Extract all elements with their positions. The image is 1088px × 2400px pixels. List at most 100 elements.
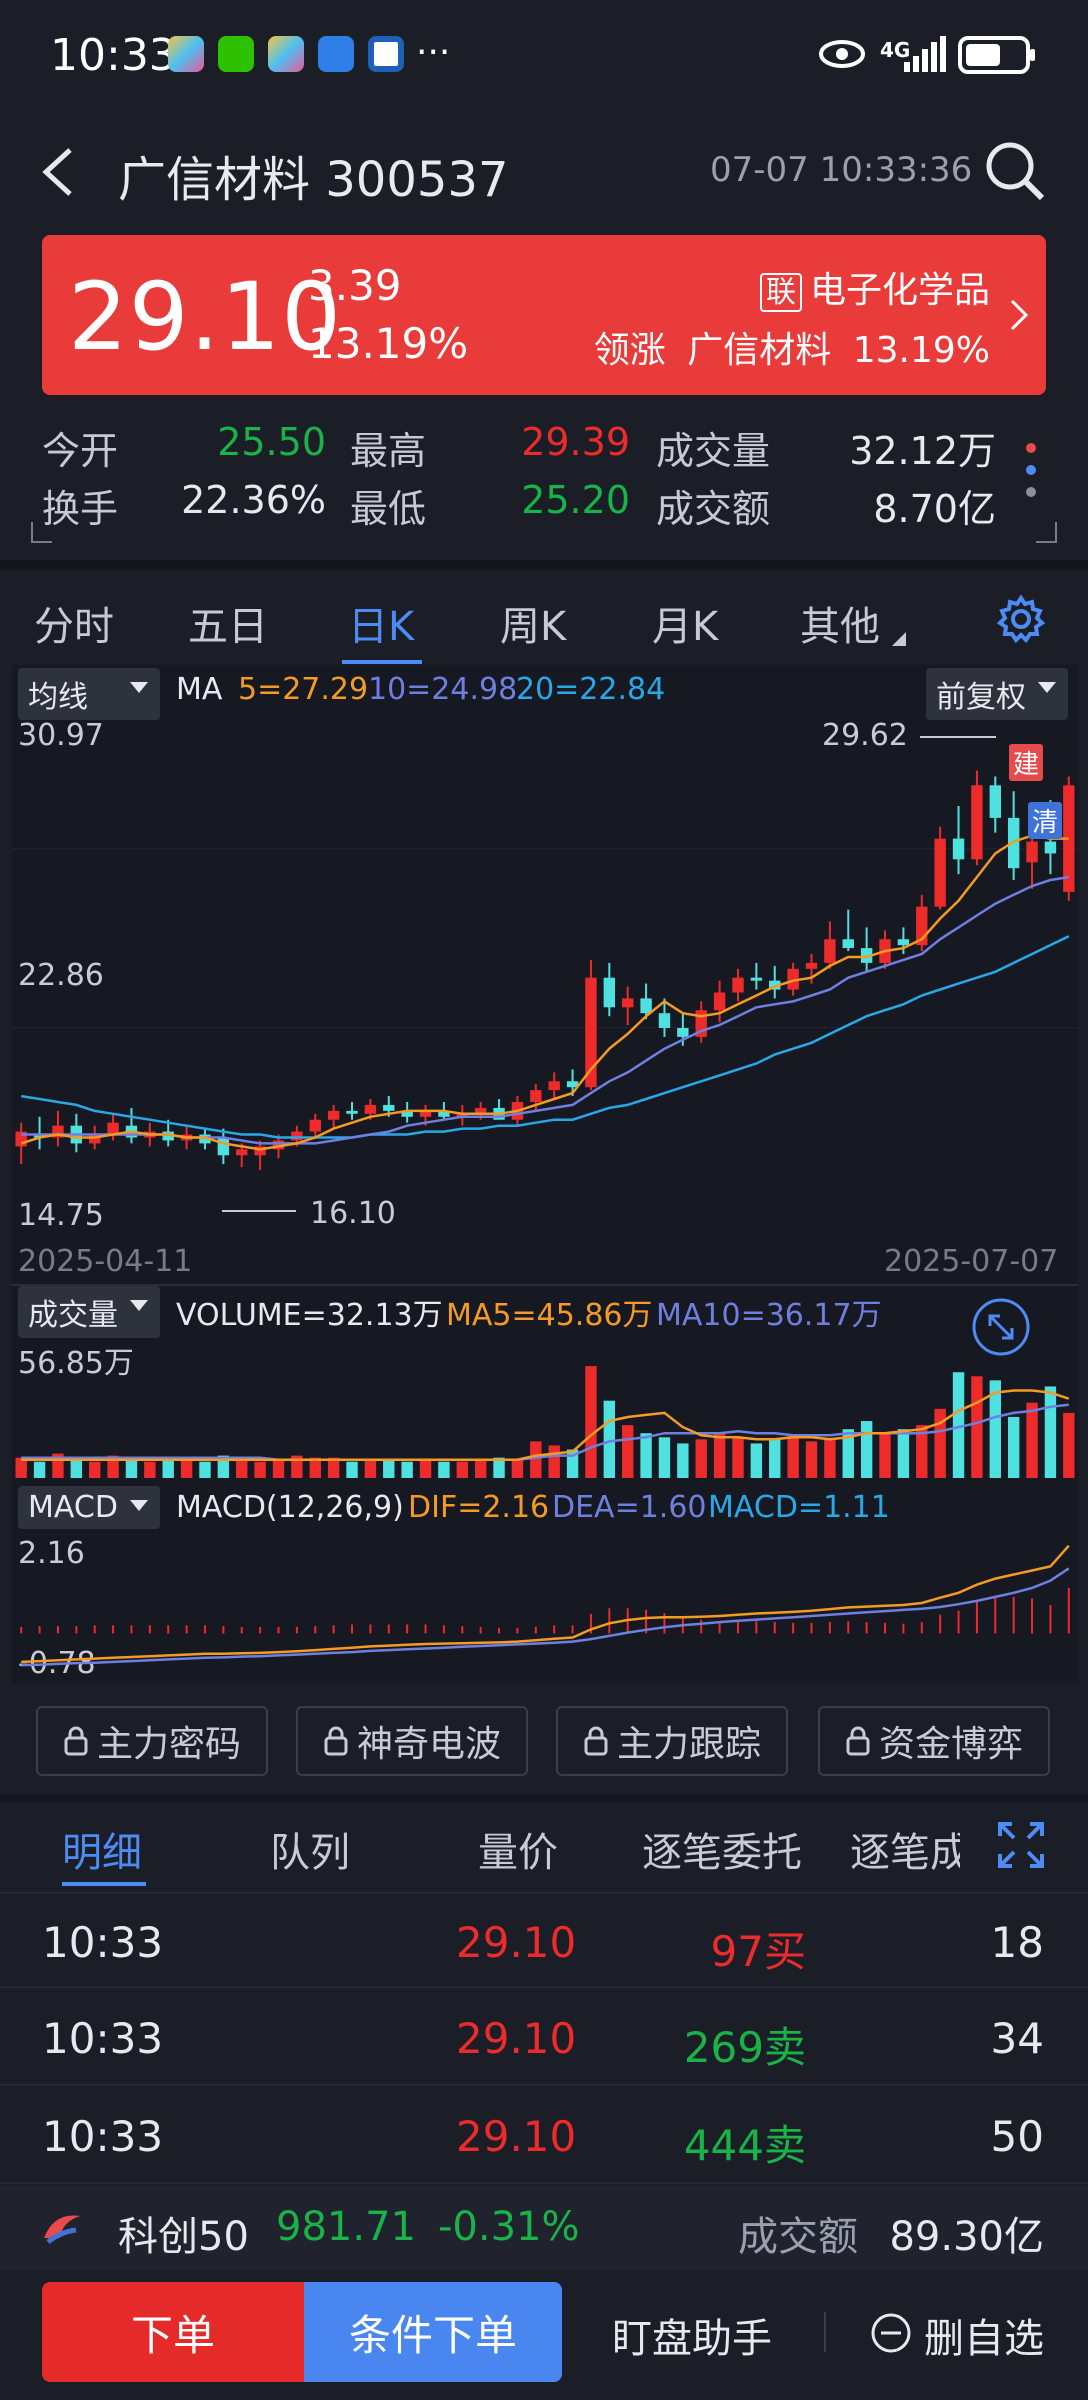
build-position-tag[interactable]: 建: [1009, 744, 1044, 781]
adjust-selector[interactable]: 前复权: [926, 668, 1068, 720]
index-value: 981.71: [276, 2204, 416, 2250]
stat-label-high: 最高: [350, 429, 427, 473]
tab-five-day[interactable]: 五日: [188, 604, 268, 650]
candle-body: [658, 1013, 671, 1029]
candle-body: [474, 1107, 487, 1114]
candle-body: [548, 1081, 560, 1091]
chart-area[interactable]: [12, 665, 1078, 1683]
index-ticker-bar[interactable]: 科创50 981.71 -0.31% 成交额 89.30亿: [0, 2186, 1088, 2270]
candle-body: [952, 838, 965, 860]
tab-volume-price[interactable]: 量价: [478, 1830, 558, 1876]
feature-main-force-code[interactable]: 主力密码: [36, 1706, 268, 1776]
index-amount-label: 成交额: [738, 2214, 858, 2260]
dif-line: [21, 1544, 1070, 1664]
trade-count: 50: [990, 2112, 1044, 2161]
candle-body: [805, 962, 818, 969]
quote-datetime: 07-07 10:33:36: [710, 150, 973, 190]
candle-body: [272, 1140, 285, 1150]
ma10-line: [21, 875, 1069, 1145]
tab-weekly-k[interactable]: 周K: [500, 604, 567, 650]
candle-body: [236, 1149, 248, 1156]
kline-min-leader: [222, 1210, 296, 1212]
volume-bar: [346, 1461, 358, 1478]
volume-bar: [327, 1457, 340, 1478]
collapse-corner-icon[interactable]: [1034, 520, 1058, 544]
tab-trade-by-trade[interactable]: 逐笔成: [850, 1830, 960, 1876]
trade-price: 29.10: [456, 1918, 577, 1967]
stat-label-open: 今开: [42, 429, 119, 473]
zoom-circle-icon[interactable]: [970, 1296, 1032, 1358]
clear-position-tag[interactable]: 清: [1028, 802, 1063, 839]
kline-chart[interactable]: [12, 705, 1078, 1235]
back-arrow-icon[interactable]: [38, 146, 78, 198]
price-banner[interactable]: 29.10 3.39 13.19% 联电子化学品 领涨 广信材料 13.19%: [42, 235, 1046, 395]
macd-selector[interactable]: MACD: [18, 1486, 160, 1529]
volume-bar: [89, 1461, 101, 1478]
stat-value-amount: 8.70亿: [873, 487, 996, 531]
order-button[interactable]: 下单: [42, 2282, 304, 2382]
candle-body: [309, 1119, 321, 1132]
tab-monthly-k[interactable]: 月K: [652, 604, 719, 650]
expand-corner-icon[interactable]: [30, 520, 54, 544]
stat-value-volume: 32.12万: [849, 429, 996, 473]
volume-ma10-line: [21, 1403, 1069, 1461]
feature-capital-game[interactable]: 资金博弈: [818, 1706, 1050, 1776]
volume-bar: [824, 1439, 836, 1478]
macd-hist: MACD=1.11: [708, 1490, 890, 1525]
conditional-order-button[interactable]: 条件下单: [304, 2282, 562, 2382]
volume-bar: [309, 1457, 321, 1478]
tab-detail[interactable]: 明细: [62, 1830, 142, 1876]
ma5-line: [20, 834, 1069, 1151]
volume-y-high: 56.85万: [18, 1346, 134, 1381]
volume-chart[interactable]: [12, 1330, 1078, 1480]
volume-bar: [15, 1457, 27, 1478]
volume-selector[interactable]: 成交量: [18, 1286, 160, 1338]
tab-other[interactable]: 其他: [800, 604, 880, 650]
stat-value-high: 29.39: [521, 420, 630, 464]
candle-body: [217, 1137, 230, 1156]
candle-body: [162, 1131, 174, 1141]
watch-assistant-button[interactable]: 盯盘助手: [612, 2316, 772, 2362]
tab-intraday[interactable]: 分时: [34, 604, 114, 650]
candle-body: [916, 906, 928, 946]
feature-label: 主力密码: [96, 1724, 241, 1765]
trade-price: 29.10: [456, 2112, 577, 2161]
volume-bar: [750, 1443, 763, 1478]
tab-order-by-order[interactable]: 逐笔委托: [642, 1830, 802, 1876]
volume-bar: [162, 1459, 174, 1478]
remove-watchlist-button[interactable]: 删自选: [924, 2316, 1044, 2362]
stat-label-low: 最低: [350, 487, 427, 531]
volume-bar: [272, 1459, 285, 1478]
candle-body: [695, 1010, 707, 1037]
tab-daily-k[interactable]: 日K: [348, 604, 415, 650]
volume-bar: [677, 1443, 689, 1478]
trade-time: 10:33: [42, 2014, 164, 2063]
candle-body: [33, 1134, 46, 1138]
search-icon[interactable]: [984, 140, 1046, 202]
kline-y-mid: 22.86: [18, 958, 104, 993]
feature-magic-wave[interactable]: 神奇电波: [296, 1706, 528, 1776]
ma-selector[interactable]: 均线: [18, 668, 160, 720]
settings-gear-icon[interactable]: [996, 594, 1046, 644]
macd-dea: DEA=1.60: [552, 1490, 707, 1525]
volume-bar: [107, 1455, 119, 1478]
more-dots-icon[interactable]: [1024, 440, 1038, 500]
industry-link[interactable]: 联电子化学品: [759, 261, 990, 313]
candle-body: [254, 1146, 266, 1156]
volume-bar: [566, 1449, 579, 1478]
volume-bar: [640, 1433, 652, 1478]
feature-main-force-track[interactable]: 主力跟踪: [556, 1706, 788, 1776]
candle-body: [530, 1090, 542, 1102]
fullscreen-icon[interactable]: [998, 1822, 1044, 1868]
volume-bar: [842, 1429, 854, 1478]
stat-label-volume: 成交量: [656, 429, 771, 473]
candle-body: [401, 1110, 413, 1117]
tab-queue[interactable]: 队列: [270, 1830, 350, 1876]
macd-chart[interactable]: [12, 1530, 1078, 1680]
industry-badge: 联: [759, 273, 802, 312]
chevron-right-icon[interactable]: [1008, 297, 1030, 333]
volume-bar: [622, 1425, 634, 1478]
minus-circle-icon[interactable]: [870, 2312, 912, 2354]
trade-time: 10:33: [42, 1918, 164, 1967]
broker-app-icon: [318, 36, 354, 72]
